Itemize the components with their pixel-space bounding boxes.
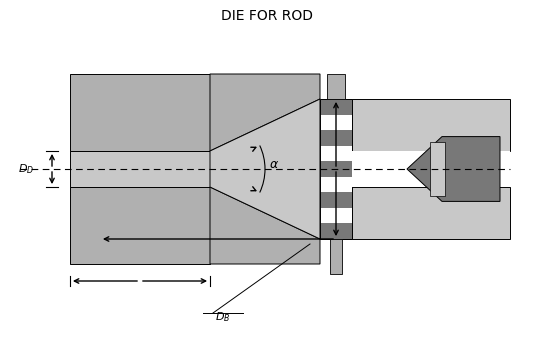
Bar	[320, 161, 352, 177]
Bar	[320, 192, 352, 208]
Polygon shape	[210, 187, 320, 264]
Polygon shape	[70, 74, 210, 151]
Bar	[320, 99, 352, 239]
Bar	[320, 99, 352, 115]
Bar	[352, 187, 510, 239]
Bar	[320, 177, 352, 192]
Bar	[320, 208, 352, 223]
Text: $D_B$: $D_B$	[215, 310, 230, 324]
Bar	[327, 74, 345, 99]
Bar	[352, 99, 510, 151]
Text: $D_D$: $D_D$	[18, 162, 34, 176]
Bar	[352, 151, 510, 187]
Text: DIE FOR ROD: DIE FOR ROD	[221, 9, 313, 23]
Bar	[430, 142, 445, 196]
Bar	[320, 130, 352, 146]
Text: α: α	[270, 159, 278, 172]
Polygon shape	[407, 137, 500, 201]
Bar	[320, 115, 352, 130]
Polygon shape	[210, 74, 320, 151]
Polygon shape	[70, 187, 210, 264]
Polygon shape	[210, 99, 320, 239]
Bar	[320, 146, 352, 161]
Bar	[320, 223, 352, 239]
Polygon shape	[70, 151, 210, 187]
Bar	[330, 239, 342, 274]
